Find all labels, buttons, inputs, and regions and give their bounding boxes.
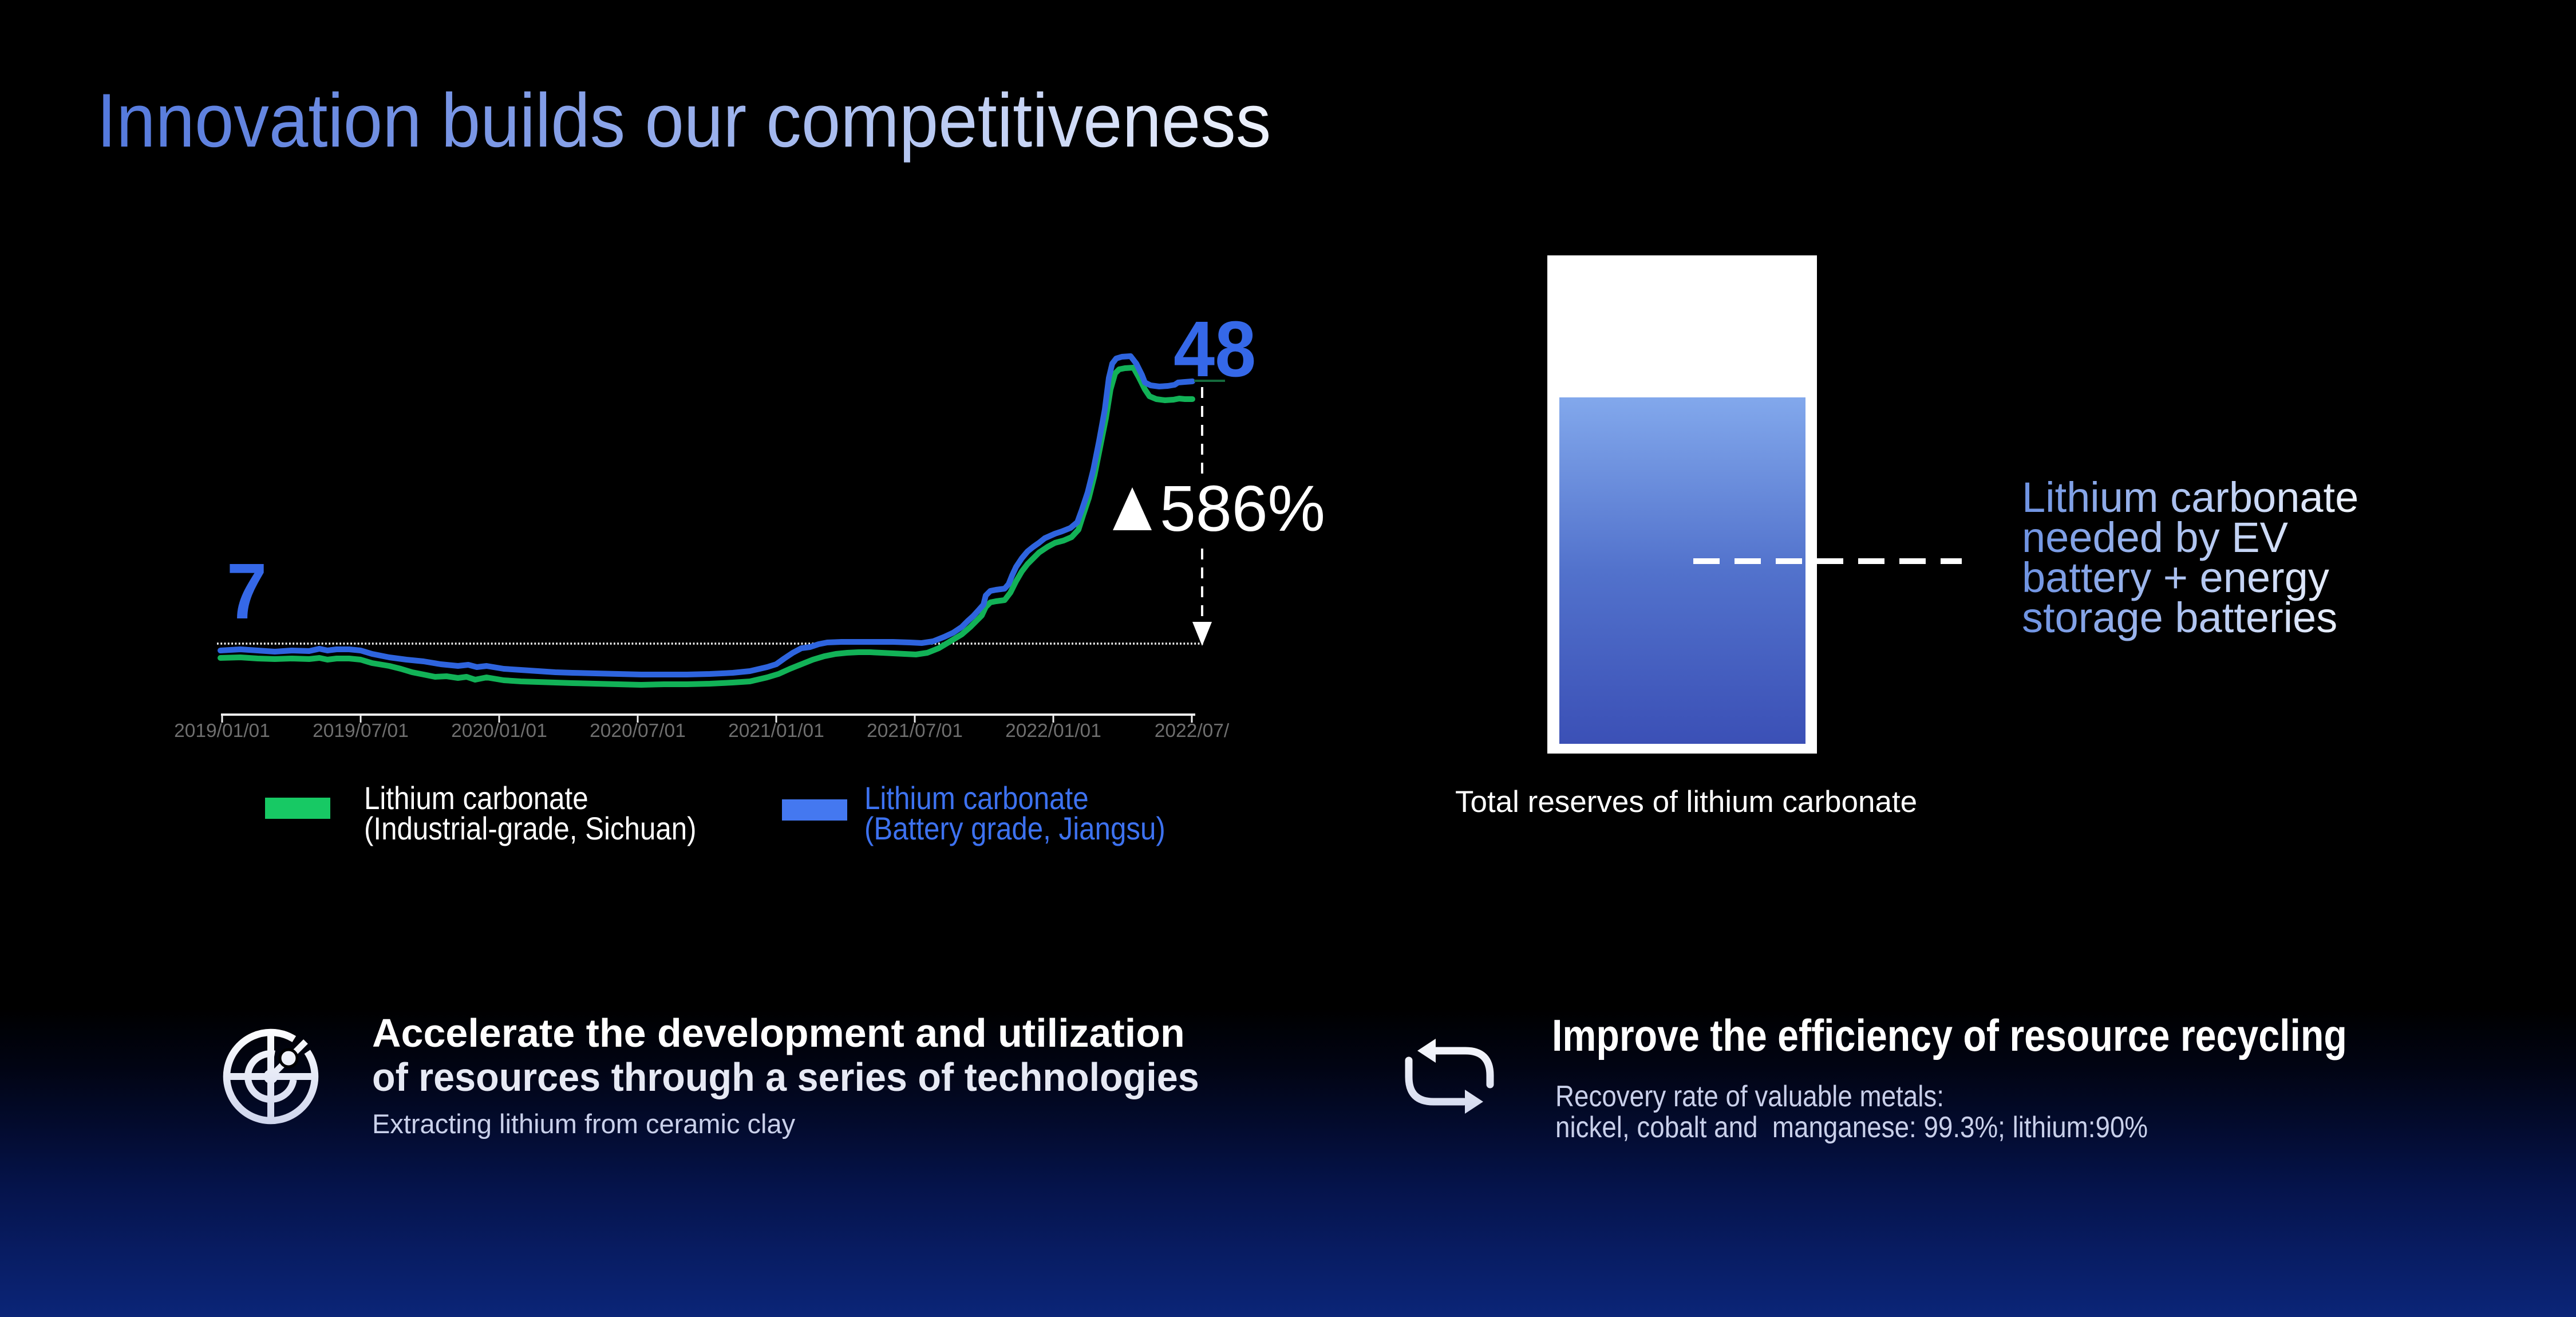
svg-text:7: 7 (227, 547, 267, 636)
svg-text:2022/07/: 2022/07/ (1155, 720, 1230, 742)
svg-text:2020/07/01: 2020/07/01 (590, 720, 686, 742)
svg-text:nickel, cobalt and manganese:: nickel, cobalt and manganese: 99.3%; lit… (1555, 1111, 2148, 1143)
svg-text:2021/07/01: 2021/07/01 (867, 720, 963, 742)
svg-text:Total reserves of lithium carb: Total reserves of lithium carbonate (1455, 785, 1917, 819)
svg-text:Lithium carbonate: Lithium carbonate (364, 780, 588, 817)
svg-text:Extracting lithium from cerami: Extracting lithium from ceramic clay (372, 1109, 796, 1139)
svg-text:48: 48 (1174, 305, 1256, 393)
svg-text:2019/07/01: 2019/07/01 (313, 720, 409, 742)
svg-text:Innovation builds our competit: Innovation builds our competitiveness (97, 78, 1271, 163)
svg-text:(Battery grade, Jiangsu): (Battery grade, Jiangsu) (864, 811, 1165, 847)
svg-text:2020/01/01: 2020/01/01 (451, 720, 547, 742)
svg-text:Lithium carbonate: Lithium carbonate (864, 780, 1089, 817)
svg-text:Improve the efficiency of reso: Improve the efficiency of resource recyc… (1552, 1011, 2347, 1060)
svg-text:2021/01/01: 2021/01/01 (728, 720, 824, 742)
svg-text:Lithium carbonate: Lithium carbonate (2022, 474, 2358, 521)
svg-text:of resources through a series: of resources through a series of technol… (372, 1055, 1199, 1099)
svg-text:needed by EV: needed by EV (2022, 514, 2289, 561)
svg-text:(Industrial-grade, Sichuan): (Industrial-grade, Sichuan) (364, 811, 697, 847)
svg-text:2022/01/01: 2022/01/01 (1005, 720, 1101, 742)
svg-text:2019/01/01: 2019/01/01 (174, 720, 270, 742)
svg-text:Accelerate the development and: Accelerate the development and utilizati… (372, 1011, 1185, 1055)
svg-text:Recovery rate of valuable meta: Recovery rate of valuable metals: (1555, 1080, 1944, 1113)
svg-text:storage batteries: storage batteries (2022, 594, 2337, 641)
svg-text:battery + energy: battery + energy (2022, 554, 2329, 601)
svg-text:586%: 586% (1160, 472, 1325, 545)
